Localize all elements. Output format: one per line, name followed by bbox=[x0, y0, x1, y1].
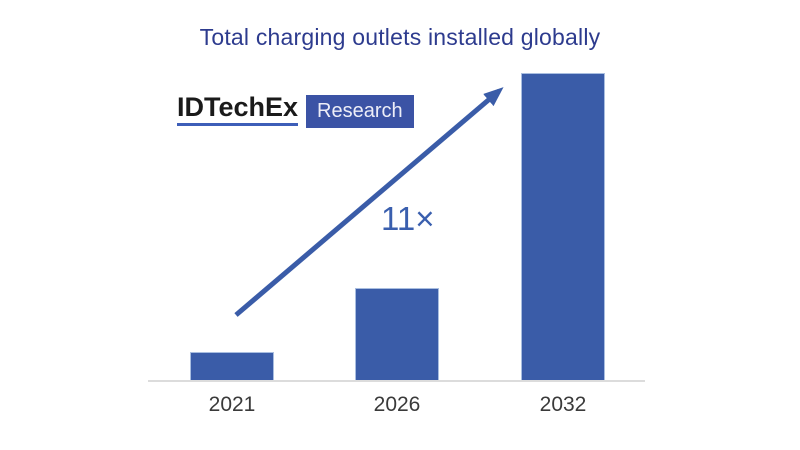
x-tick-2032: 2032 bbox=[539, 393, 587, 416]
bar-2026 bbox=[355, 288, 439, 380]
research-badge: Research bbox=[306, 95, 414, 128]
bar-2032 bbox=[521, 73, 605, 380]
chart-title: Total charging outlets installed globall… bbox=[199, 24, 601, 50]
growth-multiplier-label: 11× bbox=[381, 200, 435, 237]
bar-2021 bbox=[190, 352, 274, 380]
idtechex-wordmark: IDTechEx bbox=[177, 93, 299, 126]
idtechex-logo: IDTechEx Research bbox=[177, 93, 414, 128]
x-tick-2021: 2021 bbox=[208, 393, 256, 416]
x-tick-2026: 2026 bbox=[373, 393, 421, 416]
x-axis-line bbox=[148, 380, 645, 382]
